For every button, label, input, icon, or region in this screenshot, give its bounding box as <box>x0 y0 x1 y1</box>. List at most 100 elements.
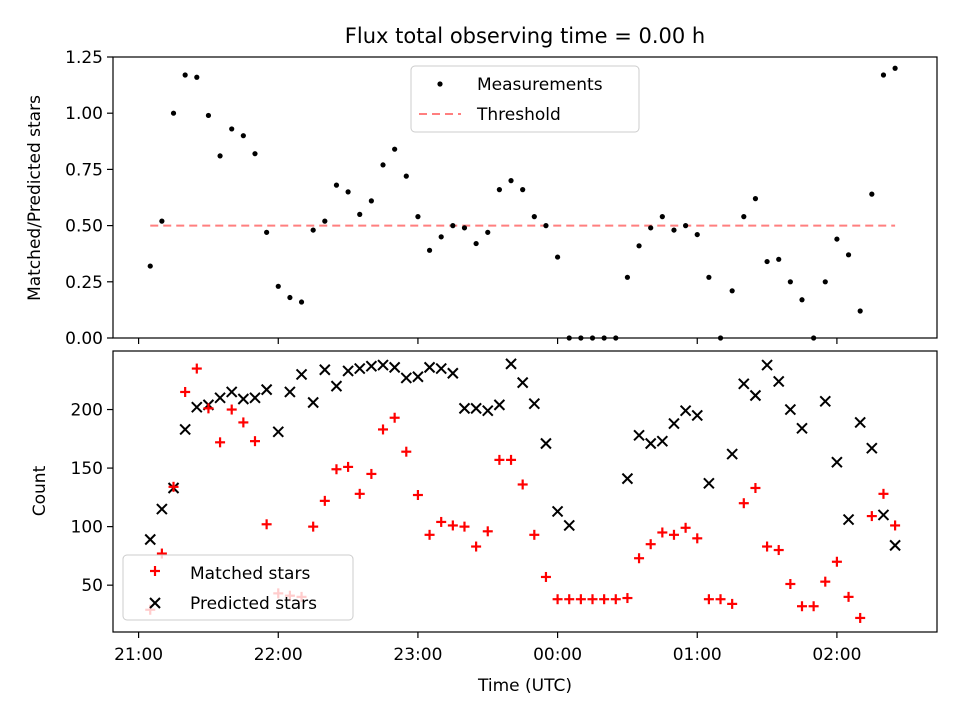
matched-star-point <box>331 464 342 475</box>
predicted-star-point <box>260 383 273 396</box>
matched-star-point <box>564 594 575 605</box>
matched-star-point <box>866 511 877 522</box>
top-y-axis-label: Matched/Predicted stars <box>25 95 45 301</box>
predicted-star-point <box>773 375 785 388</box>
matched-star-point <box>808 601 819 612</box>
matched-star-point <box>459 521 470 532</box>
matched-star-point <box>552 594 563 605</box>
predicted-star-point <box>435 362 447 375</box>
measurement-point <box>368 198 374 204</box>
predicted-star-point <box>563 519 575 532</box>
measurement-point <box>857 308 863 314</box>
measurement-point <box>345 189 351 195</box>
predicted-star-point <box>656 435 669 447</box>
matched-star-point <box>424 529 435 540</box>
matched-star-point <box>820 576 831 587</box>
predicted-star-point <box>470 402 482 415</box>
measurement-point <box>194 74 200 80</box>
top-legend-box <box>410 65 640 133</box>
measurement-point <box>310 227 316 233</box>
chart-title: Flux total observing time = 0.00 h <box>345 24 705 48</box>
predicted-star-point <box>226 386 238 398</box>
measurement-point <box>543 223 549 229</box>
legend-predicted-marker <box>149 597 161 609</box>
legend-matched-marker <box>150 566 160 576</box>
matched-star-point <box>843 591 854 602</box>
measurement-point <box>473 240 479 247</box>
predicted-star-point <box>365 360 378 372</box>
x-tick-label: 01:00 <box>673 645 722 665</box>
legend-matched-label: Matched stars <box>190 564 310 584</box>
matched-star-point <box>378 424 389 435</box>
predicted-star-point <box>691 409 703 422</box>
measurement-point <box>659 214 665 220</box>
top-axes-frame <box>112 56 938 339</box>
predicted-star-point <box>214 392 226 404</box>
measurement-point <box>671 227 677 233</box>
predicted-star-point <box>854 416 866 429</box>
measurement-point <box>776 256 782 262</box>
predicted-star-point <box>144 533 156 546</box>
predicted-star-point <box>842 513 855 526</box>
top-y-tick-label: 0.00 <box>65 329 103 349</box>
matched-star-point <box>354 488 365 499</box>
bottom-axes-frame <box>112 350 938 633</box>
matched-star-point <box>587 594 598 605</box>
measurement-point <box>426 247 433 253</box>
measurement-point <box>741 214 747 220</box>
predicted-star-point <box>505 358 517 370</box>
predicted-star-point <box>237 393 250 405</box>
bottom-legend-box <box>122 554 354 621</box>
measurement-point <box>357 211 363 217</box>
measurement-point <box>392 146 398 152</box>
predicted-star-point <box>889 539 901 552</box>
matched-star-point <box>715 594 726 605</box>
measurement-point <box>892 65 898 71</box>
matched-star-point <box>412 490 423 501</box>
measurement-point <box>787 279 793 285</box>
predicted-star-point <box>761 359 773 371</box>
measurement-point <box>834 236 840 242</box>
x-tick-label: 23:00 <box>393 645 442 665</box>
legend-predicted-label: Predicted stars <box>190 594 317 614</box>
measurement-point <box>415 214 421 220</box>
matched-star-point <box>191 363 202 374</box>
x-tick-labels: 21:00 22:00 23:00 00:00 01:00 02:00 <box>114 645 861 665</box>
measurement-point <box>554 254 561 260</box>
matched-star-point <box>238 417 249 428</box>
x-tick-label: 21:00 <box>114 645 163 665</box>
matched-star-point <box>249 436 260 447</box>
matched-star-point <box>831 556 842 567</box>
predicted-star-point <box>540 437 552 450</box>
measurement-point <box>752 196 759 202</box>
matched-star-point <box>878 488 889 499</box>
measurement-point <box>264 229 270 235</box>
matched-star-point <box>203 403 214 414</box>
measurement-point <box>159 218 165 224</box>
matched-star-point <box>319 495 330 506</box>
measurement-point <box>333 182 340 188</box>
predicted-star-point <box>866 442 878 454</box>
matched-star-point <box>168 481 179 492</box>
bottom-y-tick-label: 150 <box>71 459 103 479</box>
matched-star-point <box>785 578 796 589</box>
matched-star-point <box>494 454 505 465</box>
matched-star-point <box>343 461 354 472</box>
measurement-point <box>182 72 188 78</box>
bottom-panel: Count 50 100 150 200 Matched stars Predicte… <box>30 350 938 696</box>
top-y-tick-label: 0.50 <box>65 217 103 237</box>
matched-star-point <box>750 482 761 493</box>
predicted-star-point <box>644 437 657 450</box>
matched-star-point <box>622 593 633 604</box>
matched-star-point <box>890 520 901 531</box>
measurement-point <box>822 279 828 285</box>
predicted-star-point <box>482 405 494 417</box>
predicted-star-point <box>400 372 412 384</box>
predicted-star-point <box>749 389 762 402</box>
x-axis-label: Time (UTC) <box>477 676 572 696</box>
matched-star-point <box>471 541 482 552</box>
matched-star-point <box>692 533 703 544</box>
matched-star-point <box>657 527 668 538</box>
predicted-star-point <box>272 426 284 438</box>
predicted-star-point <box>738 378 750 390</box>
